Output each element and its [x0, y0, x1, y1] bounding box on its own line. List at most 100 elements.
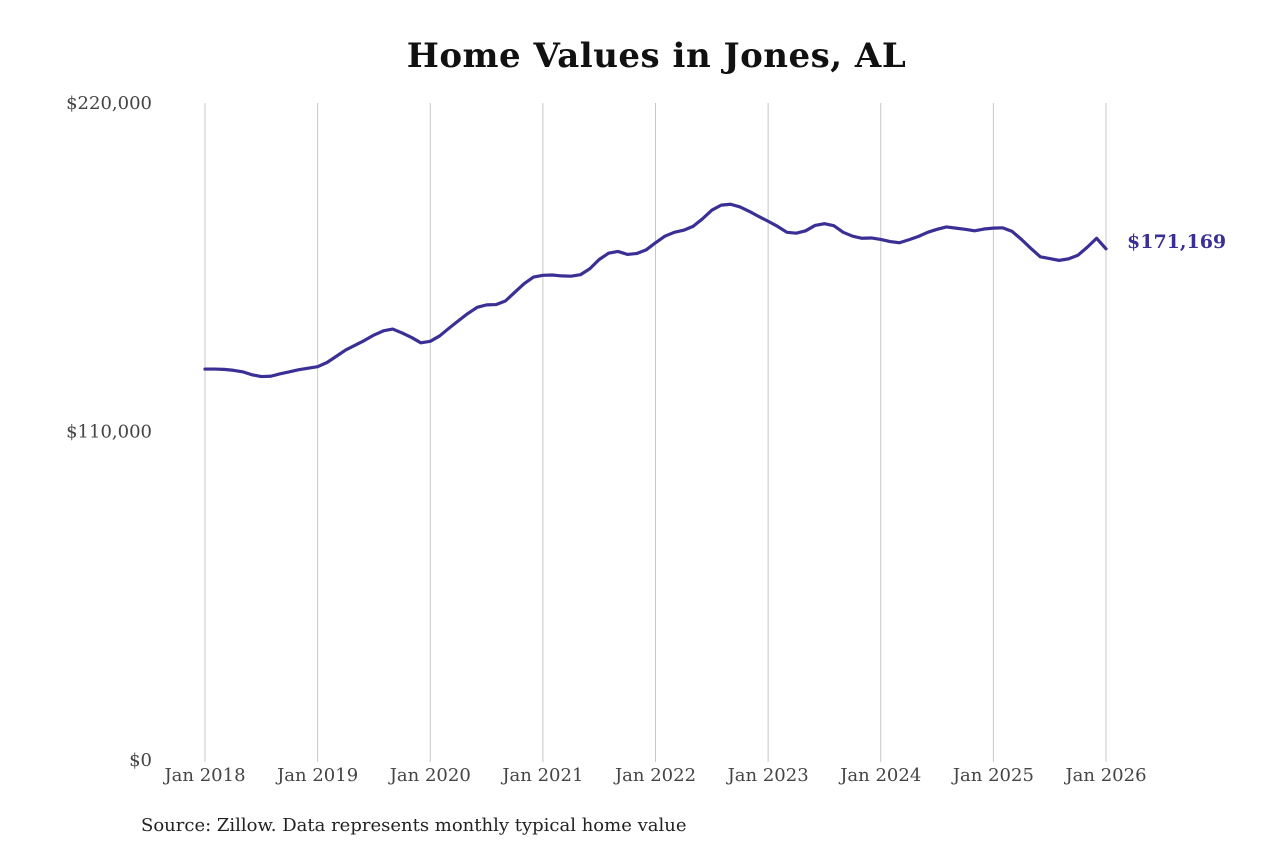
- data-point: [729, 203, 732, 206]
- data-point: [879, 238, 882, 241]
- data-point: [889, 240, 892, 243]
- x-tick-label: Jan 2024: [838, 765, 921, 786]
- data-point: [419, 341, 422, 344]
- data-point: [598, 258, 601, 261]
- y-axis: $0 $110,000 $220,000: [66, 93, 152, 771]
- chart-title: Home Values in Jones, AL: [406, 36, 907, 76]
- data-point: [645, 249, 648, 252]
- data-point: [213, 368, 216, 371]
- data-point: [1105, 247, 1108, 250]
- data-point: [410, 336, 413, 339]
- data-point: [804, 229, 807, 232]
- data-point: [635, 252, 638, 255]
- data-point: [983, 228, 986, 231]
- data-point: [495, 303, 498, 306]
- data-point: [870, 237, 873, 240]
- data-point: [438, 335, 441, 338]
- data-point: [570, 275, 573, 278]
- data-point: [795, 232, 798, 235]
- data-point: [288, 370, 291, 373]
- data-point: [945, 226, 948, 229]
- data-point: [307, 367, 310, 370]
- data-point: [720, 204, 723, 207]
- data-point: [908, 238, 911, 241]
- data-point: [861, 237, 864, 240]
- data-point: [964, 228, 967, 231]
- data-point: [663, 235, 666, 238]
- data-point: [1001, 226, 1004, 229]
- y-tick-label: $110,000: [66, 422, 152, 443]
- data-point: [626, 253, 629, 256]
- data-point: [954, 227, 957, 230]
- data-point: [241, 370, 244, 373]
- data-point: [710, 209, 713, 212]
- data-point: [363, 339, 366, 342]
- data-point: [926, 231, 929, 234]
- y-tick-label: $0: [129, 750, 152, 771]
- data-point: [382, 329, 385, 332]
- data-point: [354, 344, 357, 347]
- data-point: [823, 222, 826, 225]
- data-point: [251, 373, 254, 376]
- data-point: [457, 319, 460, 322]
- data-point: [973, 229, 976, 232]
- data-point: [344, 349, 347, 352]
- data-point: [1030, 247, 1033, 250]
- data-point: [335, 355, 338, 358]
- data-point: [532, 276, 535, 279]
- data-point: [541, 274, 544, 277]
- data-point: [936, 228, 939, 231]
- data-point: [401, 332, 404, 335]
- x-tick-label: Jan 2018: [162, 765, 245, 786]
- annotations: $171,169: [1127, 231, 1226, 253]
- data-point: [1067, 257, 1070, 260]
- data-point: [757, 215, 760, 218]
- data-point: [692, 225, 695, 228]
- data-point: [1020, 238, 1023, 241]
- x-tick-label: Jan 2020: [388, 765, 471, 786]
- data-point: [917, 235, 920, 238]
- data-point: [786, 231, 789, 234]
- data-point: [851, 235, 854, 238]
- data-point: [898, 241, 901, 244]
- data-point: [551, 274, 554, 277]
- data-point: [204, 368, 207, 371]
- data-point: [232, 369, 235, 372]
- data-point: [260, 375, 263, 378]
- data-point: [767, 220, 770, 223]
- data-point: [523, 282, 526, 285]
- data-point: [673, 231, 676, 234]
- y-tick-label: $220,000: [66, 93, 152, 114]
- data-point: [1011, 230, 1014, 233]
- data-point: [776, 225, 779, 228]
- data-point: [748, 210, 751, 213]
- data-point: [1058, 259, 1061, 262]
- data-point: [391, 328, 394, 331]
- x-tick-label: Jan 2019: [275, 765, 358, 786]
- end-value-label: $171,169: [1127, 231, 1226, 253]
- data-point: [560, 275, 563, 278]
- data-point: [682, 229, 685, 232]
- data-point: [269, 375, 272, 378]
- data-point: [222, 368, 225, 371]
- x-tick-label: Jan 2021: [500, 765, 583, 786]
- data-point: [992, 227, 995, 230]
- data-point: [1095, 237, 1098, 240]
- x-axis: Jan 2018 Jan 2019 Jan 2020 Jan 2021 Jan 2022…: [162, 765, 1146, 786]
- data-point: [1076, 254, 1079, 257]
- data-point: [504, 300, 507, 303]
- data-point: [654, 241, 657, 244]
- source-note: Source: Zillow. Data represents monthly …: [141, 815, 687, 836]
- data-point: [832, 224, 835, 227]
- x-tick-label: Jan 2022: [613, 765, 696, 786]
- data-point: [1048, 257, 1051, 260]
- data-point: [316, 365, 319, 368]
- data-point: [373, 334, 376, 337]
- data-point: [485, 303, 488, 306]
- data-point: [297, 368, 300, 371]
- series-line-0: [203, 202, 1108, 379]
- data-point: [617, 250, 620, 253]
- data-point: [279, 372, 282, 375]
- data-point: [476, 306, 479, 309]
- data-point: [448, 327, 451, 330]
